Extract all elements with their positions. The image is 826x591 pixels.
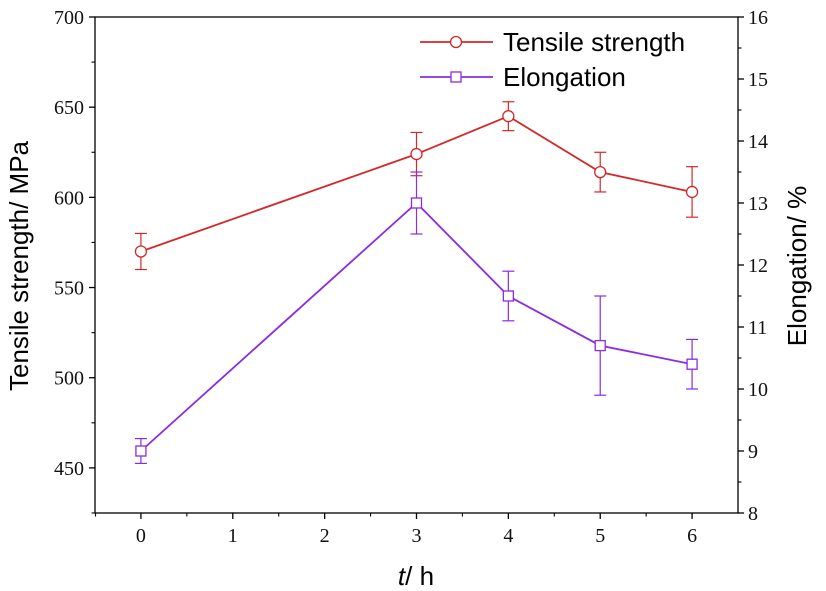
data-point-tensile-strength bbox=[502, 110, 515, 123]
y-right-tick-label: 9 bbox=[748, 441, 758, 463]
x-tick-label: 1 bbox=[228, 525, 238, 547]
data-point-elongation bbox=[502, 290, 515, 302]
y-axis-right-title: Elongation/ % bbox=[782, 186, 812, 346]
x-tick-label: 0 bbox=[136, 525, 146, 547]
x-tick-label: 6 bbox=[687, 525, 697, 547]
legend-label-elongation: Elongation bbox=[503, 62, 626, 92]
data-point-elongation bbox=[410, 197, 423, 209]
x-axis-title-unit: / h bbox=[405, 561, 434, 591]
y-right-tick-label: 11 bbox=[748, 317, 767, 339]
y-left-tick-label: 650 bbox=[54, 97, 84, 119]
axes-layer: 0 1 2 3 4 5 6450500550600650700891011121314151… bbox=[54, 7, 768, 547]
y-right-tick-label: 12 bbox=[748, 255, 768, 277]
data-point-tensile-strength bbox=[410, 147, 423, 161]
y-axis-left-title: Tensile strength/ MPa bbox=[4, 140, 34, 391]
x-axis-title-variable: t bbox=[398, 561, 407, 591]
legend: Tensile strength Elongation bbox=[420, 27, 685, 92]
y-left-tick-label: 700 bbox=[54, 7, 84, 29]
data-point-elongation bbox=[686, 358, 698, 370]
y-right-tick-label: 10 bbox=[748, 379, 768, 401]
data-point-elongation bbox=[594, 339, 606, 352]
y-right-tick-label: 13 bbox=[748, 193, 768, 215]
data-point-tensile-strength bbox=[594, 165, 607, 179]
data-point-tensile-strength bbox=[134, 245, 148, 258]
y-left-tick-label: 600 bbox=[54, 187, 84, 209]
y-right-tick-label: 14 bbox=[748, 131, 768, 153]
legend-label-tensile-strength: Tensile strength bbox=[503, 27, 685, 57]
legend-marker-tensile-strength bbox=[449, 35, 463, 49]
x-tick-label: 4 bbox=[503, 525, 513, 547]
x-tick-label: 3 bbox=[412, 525, 422, 547]
y-right-tick-label: 15 bbox=[748, 69, 768, 91]
y-left-tick-label: 450 bbox=[54, 458, 84, 480]
series-markers-layer bbox=[134, 110, 699, 457]
x-axis-title: t/ h bbox=[398, 561, 434, 591]
data-point-tensile-strength bbox=[685, 185, 699, 199]
y-left-tick-label: 500 bbox=[54, 368, 84, 390]
series-line-elongation bbox=[140, 201, 693, 452]
y-left-tick-label: 550 bbox=[54, 278, 84, 300]
plot-frame bbox=[94, 16, 739, 514]
x-tick-label: 2 bbox=[320, 525, 330, 547]
y-right-tick-label: 16 bbox=[748, 7, 768, 29]
legend-marker-elongation bbox=[450, 71, 462, 83]
x-tick-label: 5 bbox=[595, 525, 605, 547]
y-right-tick-label: 8 bbox=[748, 503, 758, 525]
data-point-elongation bbox=[135, 445, 147, 457]
